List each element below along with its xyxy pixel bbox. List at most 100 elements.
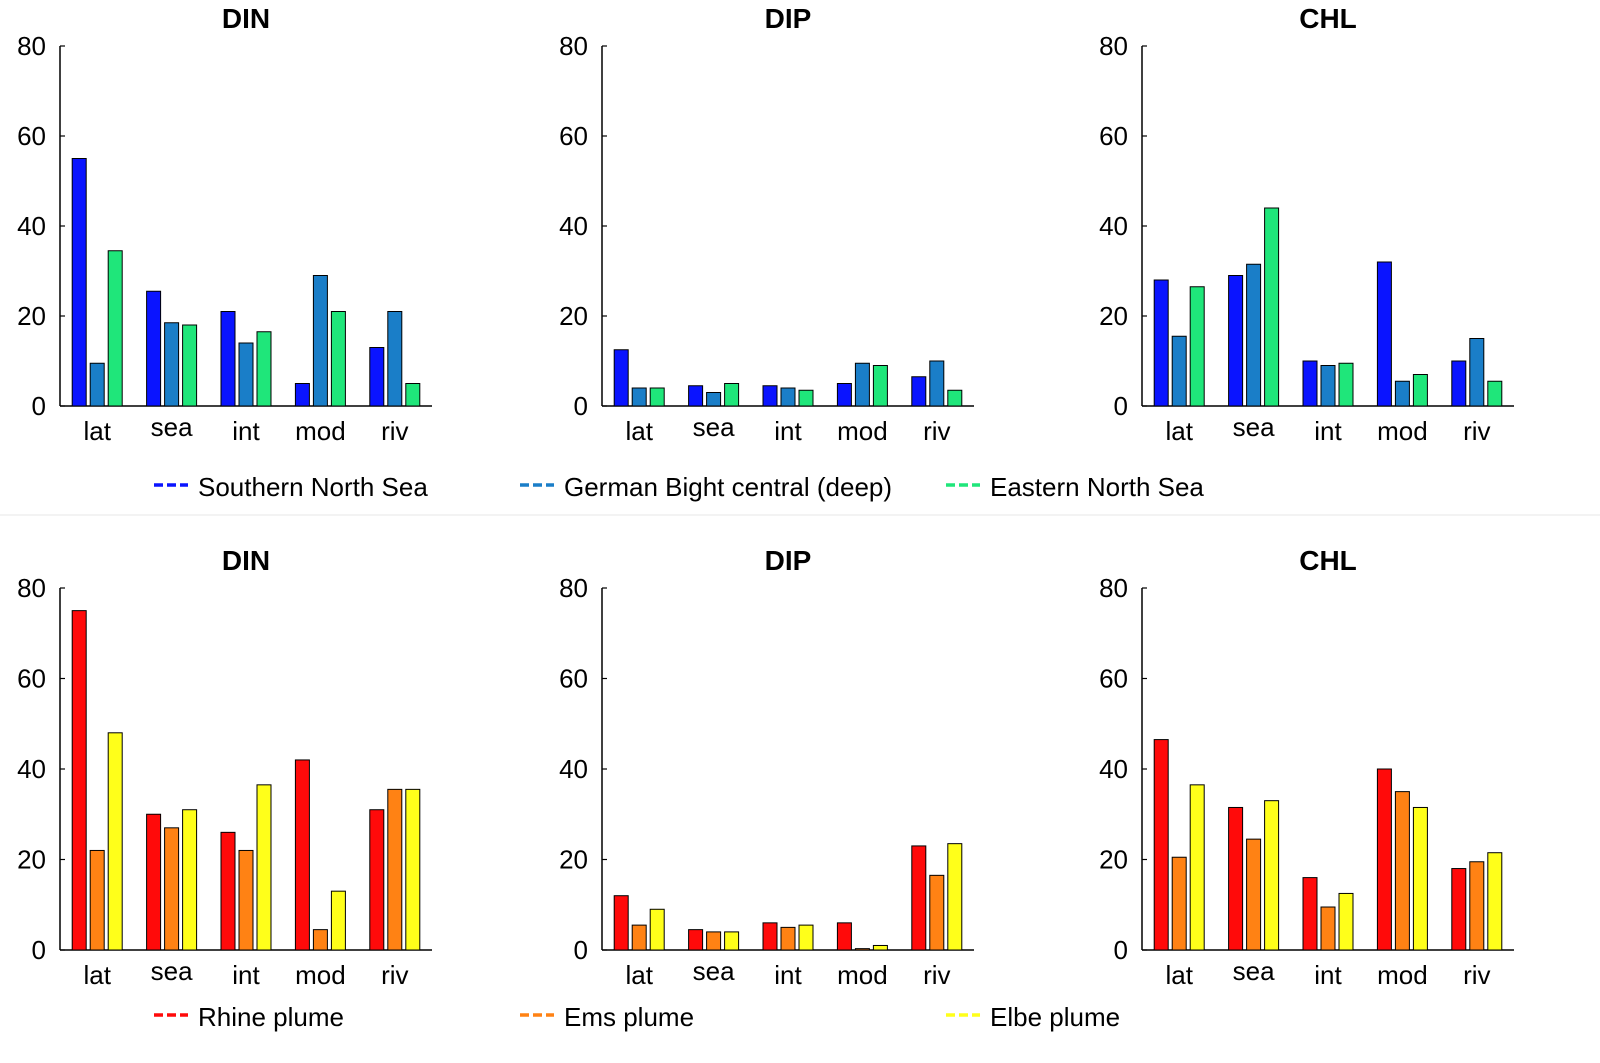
x-tick-label: sea <box>693 956 735 986</box>
bar <box>1153 739 1169 951</box>
bar <box>294 759 310 951</box>
bar <box>312 929 328 951</box>
bar <box>649 908 665 951</box>
bar <box>1302 877 1318 951</box>
bar <box>1264 207 1280 407</box>
bar <box>798 924 814 951</box>
bar <box>71 158 87 407</box>
y-tick-label: 80 <box>559 31 588 61</box>
y-tick-label: 60 <box>559 664 588 694</box>
panel-title: DIP <box>765 545 812 576</box>
y-tick-label: 60 <box>17 664 46 694</box>
bar <box>872 365 888 407</box>
x-tick-label: mod <box>837 416 888 446</box>
x-tick-label: riv <box>923 960 950 990</box>
x-tick-label: int <box>774 960 802 990</box>
y-tick-label: 0 <box>32 935 46 965</box>
bar <box>706 931 722 951</box>
y-tick-label: 80 <box>1099 31 1128 61</box>
y-tick-label: 60 <box>1099 121 1128 151</box>
bar <box>1246 838 1262 951</box>
legend-1: Southern North Sea German Bight central (… <box>154 472 1204 502</box>
x-tick-label: lat <box>1165 416 1193 446</box>
y-tick-label: 0 <box>574 935 588 965</box>
bar <box>780 926 796 951</box>
bar <box>762 922 778 951</box>
x-tick-label: mod <box>1377 960 1428 990</box>
panel-title: DIN <box>222 545 270 576</box>
bar <box>613 895 629 951</box>
y-tick-label: 60 <box>1099 664 1128 694</box>
x-tick-label: int <box>1314 960 1342 990</box>
bar <box>71 610 87 951</box>
y-tick-label: 80 <box>559 573 588 603</box>
chart-panel-6: CHL 0 20 40 60 80 lat sea int mod riv <box>1099 545 1514 990</box>
panel-title: CHL <box>1299 3 1357 34</box>
legend-2: Rhine plume Ems plume Elbe plume <box>154 1002 1120 1032</box>
bar <box>1338 892 1354 951</box>
bar <box>762 385 778 407</box>
bar <box>238 849 254 951</box>
bar <box>107 732 123 951</box>
y-tick-label: 20 <box>17 301 46 331</box>
x-tick-label: riv <box>1463 960 1490 990</box>
bar <box>724 931 740 951</box>
x-tick-label: sea <box>1233 956 1275 986</box>
bar <box>387 788 403 951</box>
y-tick-label: 40 <box>559 211 588 241</box>
bar <box>1264 800 1280 951</box>
bar <box>89 362 105 407</box>
bar <box>387 311 403 407</box>
bar <box>724 383 740 407</box>
bar <box>836 922 852 951</box>
bar <box>164 827 180 951</box>
bar <box>688 929 704 951</box>
bar <box>947 843 963 951</box>
bar <box>1451 868 1467 951</box>
bar <box>256 331 272 407</box>
bar <box>613 349 629 407</box>
panel-title: DIP <box>765 3 812 34</box>
legend-label: Ems plume <box>564 1002 694 1032</box>
y-tick-label: 40 <box>559 754 588 784</box>
bar <box>1302 360 1318 407</box>
bar <box>107 250 123 407</box>
legend-label: Southern North Sea <box>198 472 428 502</box>
bar <box>947 389 963 407</box>
x-tick-label: lat <box>83 960 111 990</box>
bar <box>1153 279 1169 407</box>
bar <box>1320 906 1336 951</box>
panel-title: CHL <box>1299 545 1357 576</box>
bar <box>631 924 647 951</box>
chart-panel-5: DIP 0 20 40 60 80 lat sea int mod riv <box>559 545 974 990</box>
bar <box>872 944 888 951</box>
chart-panel-2: DIP 0 20 40 60 80 lat sea int mod riv <box>559 3 974 446</box>
bar <box>798 389 814 407</box>
y-tick-label: 60 <box>559 121 588 151</box>
y-tick-label: 20 <box>1099 845 1128 875</box>
y-tick-label: 0 <box>1114 935 1128 965</box>
x-tick-label: lat <box>83 416 111 446</box>
x-tick-label: int <box>1314 416 1342 446</box>
bar <box>1189 286 1205 407</box>
y-tick-label: 20 <box>17 845 46 875</box>
y-tick-label: 0 <box>574 391 588 421</box>
bar <box>1412 374 1428 407</box>
bar <box>1246 263 1262 407</box>
x-tick-label: int <box>232 960 260 990</box>
bar <box>1376 261 1392 407</box>
bar <box>1320 365 1336 407</box>
x-tick-label: int <box>774 416 802 446</box>
bar <box>929 360 945 407</box>
bar <box>929 874 945 951</box>
y-tick-label: 80 <box>17 573 46 603</box>
bar <box>182 809 198 951</box>
y-tick-label: 20 <box>559 301 588 331</box>
y-tick-label: 0 <box>32 391 46 421</box>
y-tick-label: 60 <box>17 121 46 151</box>
x-tick-label: mod <box>1377 416 1428 446</box>
bar <box>854 362 870 407</box>
bar <box>405 788 421 951</box>
bar <box>220 311 236 407</box>
